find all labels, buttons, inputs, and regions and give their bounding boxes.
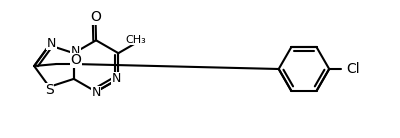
Text: O: O bbox=[90, 10, 101, 24]
Text: CH₃: CH₃ bbox=[125, 35, 146, 45]
Text: Cl: Cl bbox=[346, 62, 360, 76]
Text: O: O bbox=[70, 53, 81, 67]
Text: N: N bbox=[112, 72, 121, 85]
Text: N: N bbox=[91, 86, 101, 99]
Text: S: S bbox=[45, 83, 54, 97]
Text: N: N bbox=[46, 37, 56, 50]
Text: N: N bbox=[71, 45, 80, 58]
